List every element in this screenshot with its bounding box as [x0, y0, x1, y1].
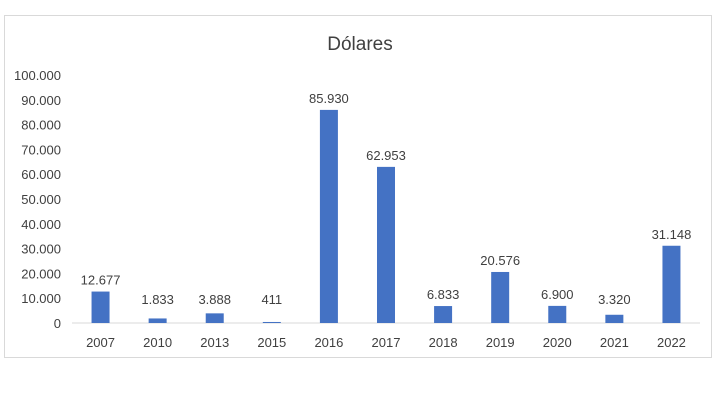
x-tick-label: 2022	[657, 335, 686, 350]
x-tick-label: 2007	[86, 335, 115, 350]
y-tick-label: 10.000	[21, 291, 61, 306]
chart-frame	[4, 15, 712, 358]
bar-2021	[605, 314, 624, 323]
bar-2010	[148, 318, 167, 323]
bar-2019	[491, 271, 510, 323]
data-label-2022: 31.148	[652, 227, 692, 242]
data-label-2010: 1.833	[141, 292, 174, 307]
bar-2015	[262, 321, 281, 323]
x-tick-label: 2018	[429, 335, 458, 350]
x-tick-label: 2016	[314, 335, 343, 350]
y-tick-label: 0	[54, 316, 61, 331]
data-label-2020: 6.900	[541, 287, 574, 302]
chart-title: Dólares	[327, 34, 392, 55]
bar-2013	[205, 313, 224, 323]
x-tick-label: 2015	[257, 335, 286, 350]
data-label-2019: 20.576	[480, 253, 520, 268]
x-tick-label: 2021	[600, 335, 629, 350]
y-tick-label: 60.000	[21, 167, 61, 182]
data-label-2007: 12.677	[81, 273, 121, 288]
y-tick-label: 90.000	[21, 93, 61, 108]
x-tick-label: 2019	[486, 335, 515, 350]
y-tick-label: 20.000	[21, 266, 61, 281]
bar-2017	[377, 166, 395, 323]
data-label-2013: 3.888	[198, 292, 231, 307]
data-label-2017: 62.953	[366, 148, 406, 163]
data-label-2015: 411	[261, 292, 282, 307]
x-tick-label: 2020	[543, 335, 572, 350]
x-axis: 2007 2010 2013 2015 2016 2017 2018 2019 2020 2021…	[72, 322, 700, 350]
y-axis: 0 10.000 20.000 30.000 40.000 50.000 60.000 70.…	[14, 68, 61, 331]
x-tick-label: 2013	[200, 335, 229, 350]
bars	[91, 109, 681, 323]
bar-2018	[434, 306, 453, 323]
bar-2007	[91, 291, 110, 323]
x-tick-label: 2017	[372, 335, 401, 350]
y-tick-label: 50.000	[21, 192, 61, 207]
y-tick-label: 70.000	[21, 142, 61, 157]
data-label-2018: 6.833	[427, 287, 460, 302]
y-tick-label: 40.000	[21, 217, 61, 232]
x-tick-label: 2010	[143, 335, 172, 350]
y-tick-label: 80.000	[21, 118, 61, 133]
bar-2022	[662, 245, 681, 323]
y-tick-label: 30.000	[21, 242, 61, 257]
data-label-2016: 85.930	[309, 91, 349, 106]
data-labels: 12.677 1.833 3.888 411 85.930 62.953 6.833 20.5…	[81, 91, 692, 307]
bar-2020	[548, 305, 567, 323]
data-label-2021: 3.320	[598, 292, 631, 307]
bar-2016	[319, 109, 338, 323]
y-tick-label: 100.000	[14, 68, 61, 83]
